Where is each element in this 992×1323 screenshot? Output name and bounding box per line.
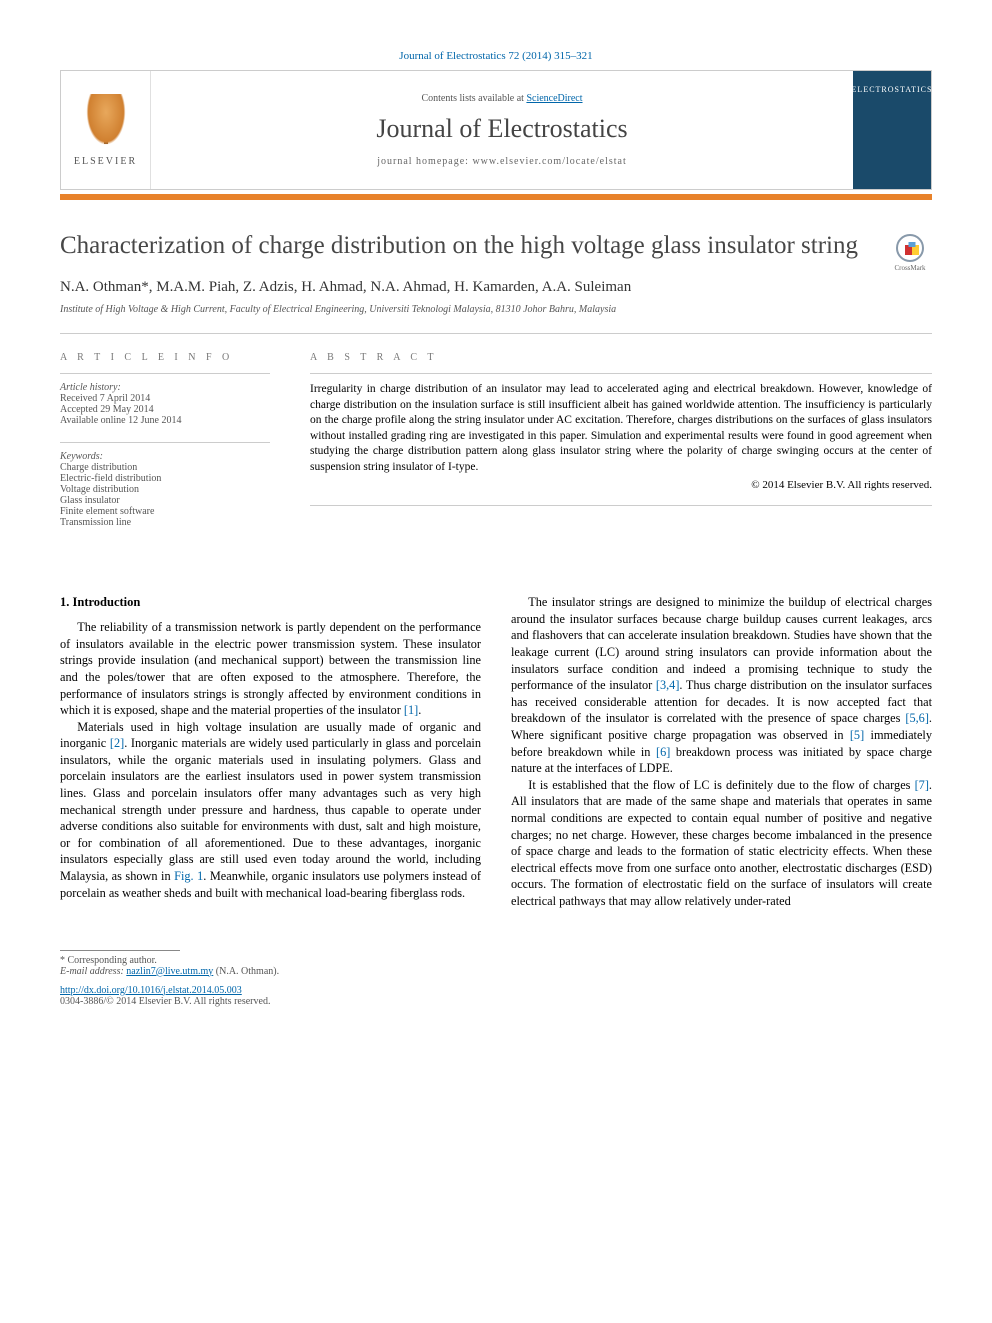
body-text: 1. Introduction The reliability of a tra…	[60, 594, 932, 909]
authors-line: N.A. Othman*, M.A.M. Piah, Z. Adzis, H. …	[60, 279, 932, 296]
abstract-copyright: © 2014 Elsevier B.V. All rights reserved…	[310, 479, 932, 491]
received-date: Received 7 April 2014	[60, 393, 270, 404]
accepted-date: Accepted 29 May 2014	[60, 404, 270, 415]
journal-header: ELSEVIER Contents lists available at Sci…	[60, 70, 932, 190]
crossmark-icon	[896, 234, 924, 262]
para-4a: It is established that the flow of LC is…	[528, 778, 914, 792]
homepage-prefix: journal homepage:	[377, 156, 472, 167]
online-date: Available online 12 June 2014	[60, 415, 270, 426]
footer-divider	[60, 950, 180, 951]
history-label: Article history:	[60, 382, 270, 393]
para-2b: . Inorganic materials are widely used pa…	[60, 736, 481, 883]
crossmark-badge[interactable]: CrossMark	[888, 234, 932, 278]
footer: * Corresponding author. E-mail address: …	[60, 950, 932, 1007]
crossmark-label: CrossMark	[894, 264, 925, 272]
accent-bar	[60, 194, 932, 200]
homepage-url[interactable]: www.elsevier.com/locate/elstat	[472, 156, 626, 167]
ref-link-2[interactable]: [2]	[110, 736, 124, 750]
doi-link[interactable]: http://dx.doi.org/10.1016/j.elstat.2014.…	[60, 985, 242, 996]
article-info-heading: A R T I C L E I N F O	[60, 352, 270, 363]
ref-link-56[interactable]: [5,6]	[905, 711, 929, 725]
email-label: E-mail address:	[60, 966, 126, 977]
elsevier-tree-icon	[81, 94, 131, 154]
journal-name: Journal of Electrostatics	[376, 114, 627, 144]
abstract-column: A B S T R A C T Irregularity in charge d…	[310, 352, 932, 544]
ref-link-1[interactable]: [1]	[404, 703, 418, 717]
keywords-label: Keywords:	[60, 451, 270, 462]
keyword: Transmission line	[60, 517, 270, 528]
keyword: Glass insulator	[60, 495, 270, 506]
abstract-text: Irregularity in charge distribution of a…	[310, 373, 932, 475]
journal-cover-thumb: ELECTROSTATICS	[853, 71, 931, 189]
divider	[310, 505, 932, 506]
email-suffix: (N.A. Othman).	[213, 966, 279, 977]
top-citation: Journal of Electrostatics 72 (2014) 315–…	[60, 50, 932, 62]
para-1-end: .	[418, 703, 421, 717]
keyword: Electric-field distribution	[60, 473, 270, 484]
keyword: Charge distribution	[60, 462, 270, 473]
para-4b: . All insulators that are made of the sa…	[511, 778, 932, 908]
corresponding-author: * Corresponding author.	[60, 955, 932, 966]
elsevier-label: ELSEVIER	[74, 156, 137, 167]
fig-link-1[interactable]: Fig. 1	[174, 869, 203, 883]
ref-link-5[interactable]: [5]	[850, 728, 864, 742]
article-title: Characterization of charge distribution …	[60, 230, 864, 261]
ref-link-34[interactable]: [3,4]	[656, 678, 680, 692]
keyword: Finite element software	[60, 506, 270, 517]
contents-prefix: Contents lists available at	[421, 93, 526, 104]
section-heading-introduction: 1. Introduction	[60, 594, 481, 611]
email-link[interactable]: nazlin7@live.utm.my	[126, 966, 213, 977]
keyword: Voltage distribution	[60, 484, 270, 495]
elsevier-logo: ELSEVIER	[61, 71, 151, 189]
divider	[60, 333, 932, 334]
footer-copyright: 0304-3886/© 2014 Elsevier B.V. All right…	[60, 996, 932, 1007]
authors-text: N.A. Othman*, M.A.M. Piah, Z. Adzis, H. …	[60, 279, 631, 295]
sciencedirect-link[interactable]: ScienceDirect	[526, 93, 582, 104]
abstract-heading: A B S T R A C T	[310, 352, 932, 363]
ref-link-7[interactable]: [7]	[915, 778, 929, 792]
article-info-column: A R T I C L E I N F O Article history: R…	[60, 352, 270, 544]
header-center: Contents lists available at ScienceDirec…	[151, 71, 853, 189]
ref-link-6[interactable]: [6]	[656, 745, 670, 759]
affiliation: Institute of High Voltage & High Current…	[60, 304, 932, 315]
